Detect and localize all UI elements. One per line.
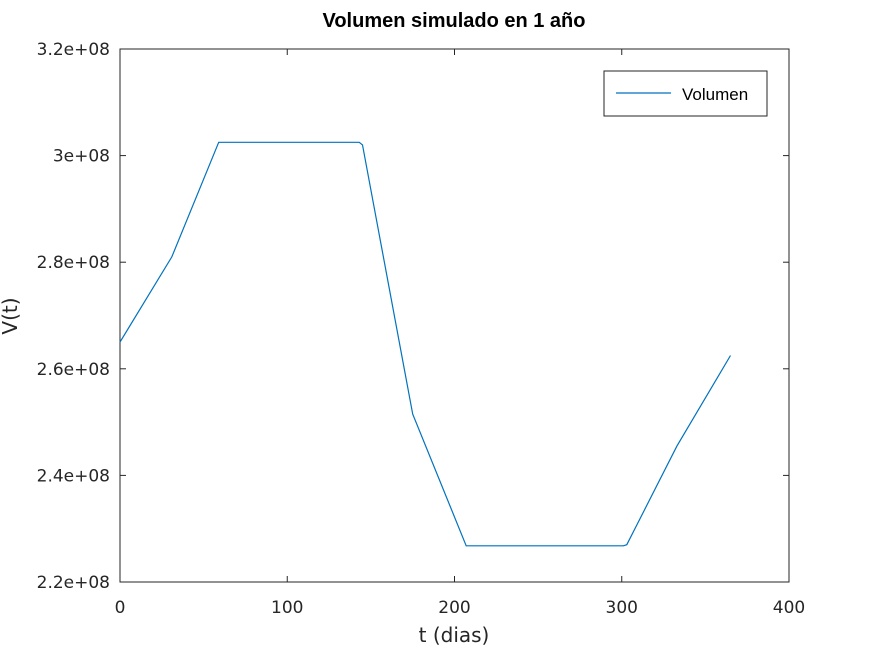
- y-axis-label: V(t): [0, 297, 22, 334]
- y-tick-label: 3e+08: [53, 147, 110, 167]
- y-tick-label: 3.2e+08: [37, 40, 110, 60]
- x-axis-label: t (dias): [419, 623, 490, 647]
- x-tick-label: 200: [438, 598, 470, 618]
- legend: Volumen: [603, 70, 768, 117]
- chart-title: Volumen simulado en 1 año: [322, 10, 585, 32]
- y-tick-label: 2.2e+08: [37, 573, 110, 593]
- y-tick-label: 2.4e+08: [37, 466, 110, 486]
- x-tick-label: 100: [271, 598, 303, 618]
- legend-label-volumen: Volumen: [682, 85, 748, 104]
- x-tick-label: 300: [606, 598, 638, 618]
- axis-tick-labels: 0 100 200 300 400 2.2e+08 2.4e+08 2.6e+08 2.8e+0…: [37, 40, 806, 618]
- axis-ticks: [119, 48, 790, 583]
- plot-area: [119, 48, 790, 583]
- y-tick-label: 2.8e+08: [37, 253, 110, 273]
- series-line-volumen: [119, 141, 732, 547]
- y-tick-label: 2.6e+08: [37, 360, 110, 380]
- x-tick-label: 400: [773, 598, 805, 618]
- x-tick-label: 0: [115, 598, 126, 618]
